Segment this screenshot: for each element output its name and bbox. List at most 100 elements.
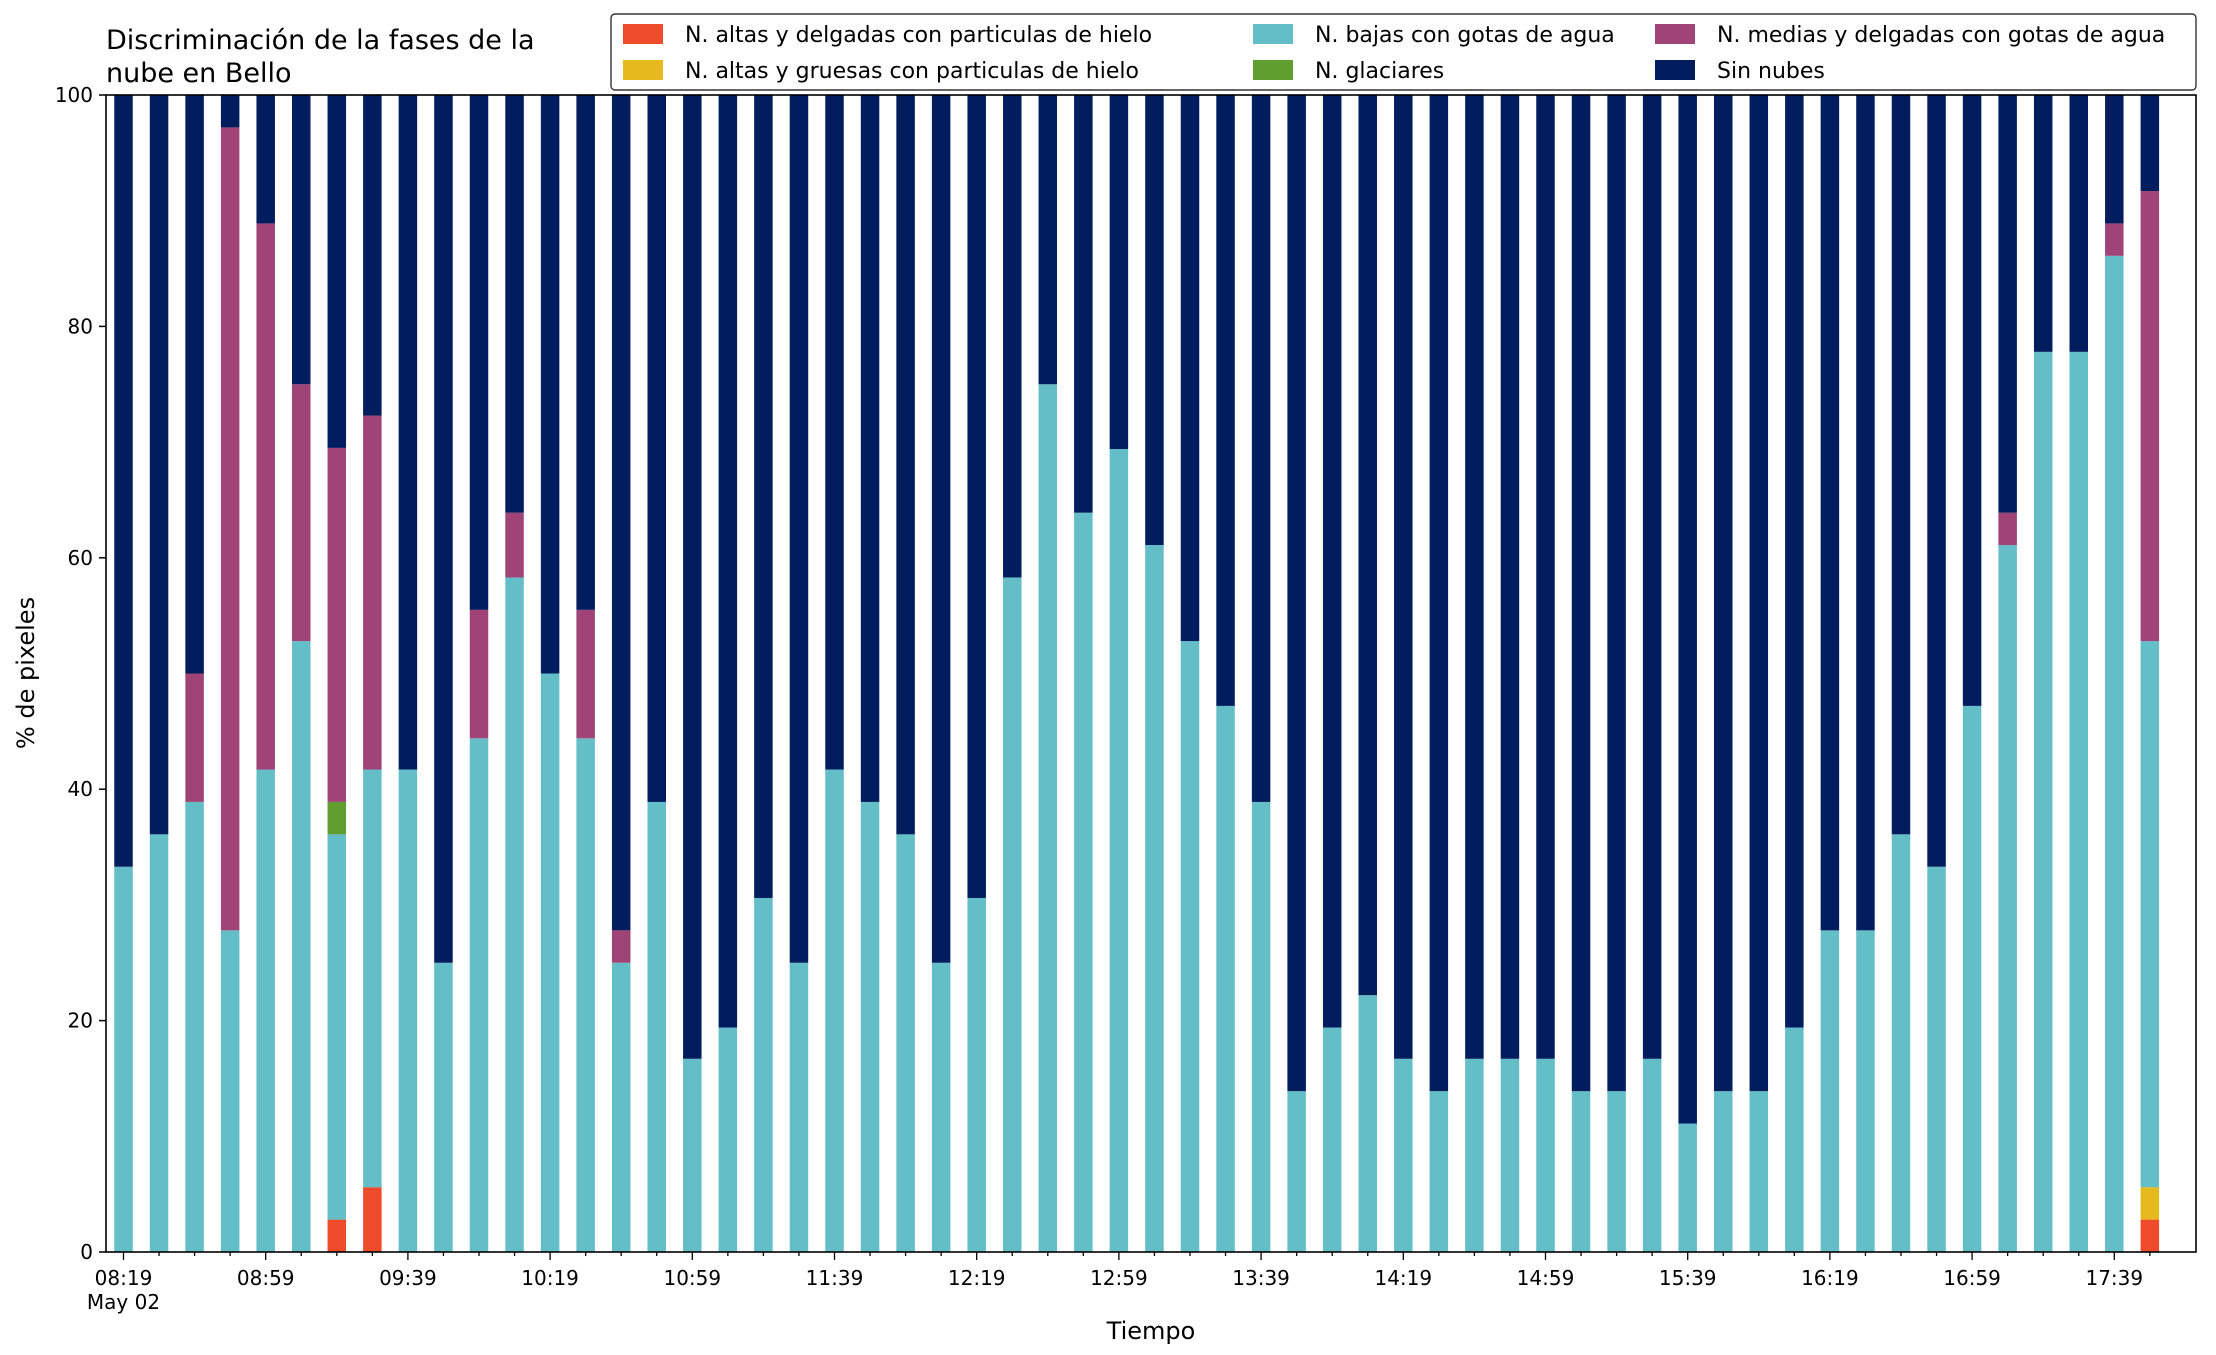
legend-swatch xyxy=(1253,24,1293,44)
bar-segment-10:29-s5 xyxy=(576,95,595,610)
x-tick-label: 17:39 xyxy=(2085,1266,2143,1290)
plot-frame xyxy=(105,94,2197,1253)
bar-segment-12:49-s2 xyxy=(1074,512,1093,1252)
bar-segment-10:09-s5 xyxy=(505,95,524,513)
bar-segment-15:49-s2 xyxy=(1714,1091,1733,1252)
bar-segment-13:59-s5 xyxy=(1322,95,1342,1028)
bar-segment-12:09-s5 xyxy=(931,95,951,963)
bar-segment-13:09-s2 xyxy=(1145,545,1164,1252)
bar-segment-14:29-s5 xyxy=(1429,95,1449,1092)
bar-segment-08:39-s5 xyxy=(185,95,204,674)
legend-swatch xyxy=(623,60,663,80)
legend-swatch xyxy=(1655,24,1695,44)
bar-segment-15:19-s2 xyxy=(1607,1091,1626,1252)
x-axis: 08:19 08:59 09:39 10:19 10:59 11:39 12:19 12:59… xyxy=(87,1252,2151,1314)
bar-segment-10:19-s5 xyxy=(540,95,560,674)
bar-segment-11:59-s5 xyxy=(896,95,915,835)
bar-segment-15:29-s2 xyxy=(1642,1058,1662,1252)
bar-segment-15:09-s2 xyxy=(1571,1091,1591,1252)
legend-swatch xyxy=(1655,60,1695,80)
legend-label: N. bajas con gotas de agua xyxy=(1315,23,1615,48)
bar-segment-16:29-s5 xyxy=(1856,95,1875,931)
bar-segment-17:29-s2 xyxy=(2069,351,2088,1253)
bar-segment-09:19-s0 xyxy=(327,1219,347,1252)
bar-segment-10:19-s2 xyxy=(540,673,560,1252)
legend-label: Sin nubes xyxy=(1717,59,1825,84)
bar-segment-16:59-s2 xyxy=(1962,705,1982,1252)
bar-segment-16:39-s2 xyxy=(1891,834,1911,1252)
bar-segment-13:49-s2 xyxy=(1287,1091,1306,1252)
bar-segment-13:59-s2 xyxy=(1322,1027,1342,1252)
y-axis-label: % de pixeles xyxy=(12,597,40,749)
y-tick-label: 100 xyxy=(55,83,93,107)
bar-segment-08:29-s5 xyxy=(149,95,169,835)
bar-segment-12:39-s5 xyxy=(1038,95,1058,385)
y-tick-label: 40 xyxy=(68,777,93,801)
bar-segment-13:39-s5 xyxy=(1251,95,1271,802)
legend-label: N. altas y gruesas con particulas de hie… xyxy=(685,59,1139,84)
bar-segment-11:49-s2 xyxy=(860,801,880,1252)
bar-segment-17:49-s5 xyxy=(2140,95,2160,192)
bar-segment-14:59-s2 xyxy=(1536,1058,1555,1252)
bar-segment-15:39-s2 xyxy=(1678,1123,1697,1252)
bar-segment-14:19-s2 xyxy=(1394,1058,1413,1252)
bar-segment-09:59-s5 xyxy=(469,95,489,610)
bar-segment-16:09-s2 xyxy=(1785,1027,1804,1252)
bar-segment-14:39-s5 xyxy=(1465,95,1484,1059)
x-tick-label: 14:19 xyxy=(1374,1266,1432,1290)
bar-segment-12:19-s5 xyxy=(967,95,986,898)
bar-segment-14:49-s2 xyxy=(1500,1058,1520,1252)
bar-segment-14:29-s2 xyxy=(1429,1091,1449,1252)
bar-segment-08:59-s2 xyxy=(256,769,275,1252)
bar-segment-11:09-s5 xyxy=(718,95,738,1028)
bar-segment-12:29-s5 xyxy=(1003,95,1022,578)
y-tick-label: 20 xyxy=(68,1009,93,1033)
bar-segment-13:29-s5 xyxy=(1216,95,1235,706)
bar-segment-17:49-s4 xyxy=(2140,191,2160,642)
bar-segment-15:29-s5 xyxy=(1642,95,1662,1059)
x-tick-label: 16:19 xyxy=(1801,1266,1859,1290)
bar-segment-14:59-s5 xyxy=(1536,95,1555,1059)
bar-segment-17:09-s4 xyxy=(1998,512,2017,546)
bar-segment-15:09-s5 xyxy=(1571,95,1591,1092)
x-tick-label: 16:59 xyxy=(1943,1266,2001,1290)
bar-segment-08:39-s2 xyxy=(185,801,204,1252)
bar-segment-16:49-s2 xyxy=(1927,866,1946,1252)
bar-segment-17:09-s2 xyxy=(1998,545,2017,1252)
bar-segment-17:49-s2 xyxy=(2140,641,2160,1188)
bar-segment-10:59-s5 xyxy=(683,95,702,1059)
bar-segment-08:59-s5 xyxy=(256,95,275,224)
bar-segment-10:59-s2 xyxy=(683,1058,702,1252)
y-tick-label: 0 xyxy=(80,1240,93,1264)
x-axis-label: Tiempo xyxy=(1106,1317,1196,1345)
x-tick-label: 10:59 xyxy=(663,1266,721,1290)
bar-segment-14:39-s2 xyxy=(1465,1058,1484,1252)
bar-segment-12:49-s5 xyxy=(1074,95,1093,513)
bar-segment-10:39-s5 xyxy=(611,95,631,931)
bar-segment-11:29-s2 xyxy=(789,962,809,1252)
bar-segment-10:09-s4 xyxy=(505,512,524,578)
x-tick-label: 10:19 xyxy=(521,1266,579,1290)
bar-segment-09:29-s5 xyxy=(363,95,382,416)
bar-segment-09:29-s0 xyxy=(363,1187,382,1252)
bar-segment-17:39-s4 xyxy=(2105,223,2124,256)
legend-swatch xyxy=(1253,60,1293,80)
bar-segment-12:39-s2 xyxy=(1038,384,1058,1252)
bar-segment-15:19-s5 xyxy=(1607,95,1626,1092)
bar-segment-09:19-s3 xyxy=(327,801,347,835)
bar-segment-16:09-s5 xyxy=(1785,95,1804,1028)
bar-segment-10:29-s4 xyxy=(576,609,595,739)
bar-segment-13:09-s5 xyxy=(1145,95,1164,546)
bar-segment-09:29-s2 xyxy=(363,769,382,1188)
bar-segment-08:19-s2 xyxy=(114,866,133,1252)
bar-segment-08:29-s2 xyxy=(149,834,169,1252)
bar-segment-16:19-s5 xyxy=(1820,95,1840,931)
bar-segment-17:49-s0 xyxy=(2140,1219,2160,1252)
bar-segment-17:19-s2 xyxy=(2033,351,2053,1253)
y-tick-label: 80 xyxy=(68,314,93,338)
bar-segment-17:29-s5 xyxy=(2069,95,2088,352)
bar-segment-12:59-s2 xyxy=(1109,449,1129,1252)
bar-segment-16:19-s2 xyxy=(1820,930,1840,1252)
bar-segment-11:39-s2 xyxy=(825,769,844,1252)
